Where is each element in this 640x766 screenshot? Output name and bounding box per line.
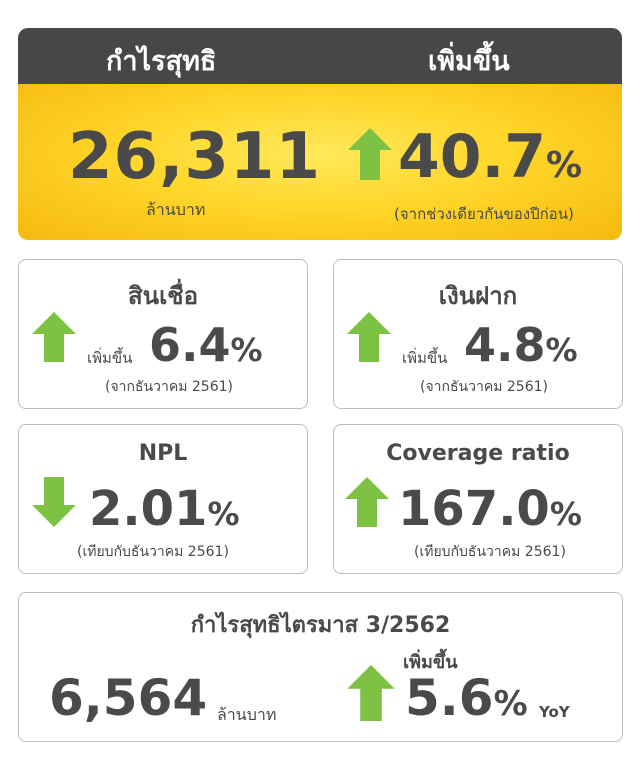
- deposits-title: เงินฝาก: [438, 282, 518, 310]
- deposits-value: 4.8: [464, 318, 546, 372]
- coverage-note: (เทียบกับธันวาคม 2561): [414, 544, 566, 560]
- loans-direction: เพิ่มขึ้น: [87, 349, 133, 367]
- arrow-down-icon: [32, 477, 76, 527]
- q3-direction: เพิ่มขึ้น: [403, 652, 458, 673]
- increase-label: เพิ่มขึ้น: [428, 46, 510, 77]
- arrow-up-icon: [347, 665, 395, 721]
- q3-title: กำไรสุทธิไตรมาส 3/2562: [190, 613, 451, 638]
- arrow-up-icon: [32, 312, 76, 362]
- loans-note: (จากธันวาคม 2561): [105, 379, 233, 395]
- coverage-value: 167.0: [398, 481, 550, 537]
- banner-body: 26,311 ล้านบาท 40.7% (จากช่วงเดียวกันของ…: [18, 84, 622, 240]
- coverage-percent-sign: %: [549, 495, 582, 533]
- q3-profit-unit: ล้านบาท: [217, 705, 277, 724]
- arrow-up-icon: [345, 477, 389, 527]
- loans-value: 6.4: [149, 318, 231, 372]
- arrow-up-icon: [348, 128, 392, 180]
- npl-value: 2.01: [89, 481, 208, 537]
- q3-profit-value: 6,564: [49, 669, 208, 727]
- banner-header: กำไรสุทธิ เพิ่มขึ้น: [18, 28, 622, 84]
- increase-value: 40.7: [398, 122, 547, 192]
- deposits-direction: เพิ่มขึ้น: [402, 349, 448, 367]
- profit-unit: ล้านบาท: [146, 200, 206, 219]
- loans-card: สินเชื่อ เพิ่มขึ้น 6.4% (จากธันวาคม 2561…: [18, 259, 308, 409]
- npl-note: (เทียบกับธันวาคม 2561): [77, 544, 229, 560]
- loans-title: สินเชื่อ: [128, 282, 198, 310]
- npl-percent-sign: %: [207, 495, 240, 533]
- increase-note: (จากช่วงเดียวกันของปีก่อน): [394, 205, 574, 223]
- profit-value: 26,311: [68, 120, 321, 194]
- deposits-percent-sign: %: [545, 331, 578, 369]
- q3-percent-sign: %: [493, 684, 528, 724]
- npl-card: NPL 2.01% (เทียบกับธันวาคม 2561): [18, 424, 308, 574]
- coverage-title: Coverage ratio: [386, 441, 570, 466]
- loans-percent-sign: %: [230, 331, 263, 369]
- arrow-up-icon: [347, 312, 391, 362]
- profit-label: กำไรสุทธิ: [106, 46, 217, 77]
- increase-percent-sign: %: [546, 145, 583, 186]
- q3-yoy: YoY: [539, 703, 570, 721]
- coverage-card: Coverage ratio 167.0% (เทียบกับธันวาคม 2…: [333, 424, 623, 574]
- net-profit-banner: กำไรสุทธิ เพิ่มขึ้น 26,311 ล้านบาท 40.7%…: [18, 28, 622, 240]
- npl-title: NPL: [138, 441, 188, 466]
- q3-profit-card: กำไรสุทธิไตรมาส 3/2562 6,564 ล้านบาท เพิ…: [18, 592, 623, 742]
- deposits-card: เงินฝาก เพิ่มขึ้น 4.8% (จากธันวาคม 2561): [333, 259, 623, 409]
- q3-change-value: 5.6: [405, 669, 494, 727]
- deposits-note: (จากธันวาคม 2561): [420, 379, 548, 395]
